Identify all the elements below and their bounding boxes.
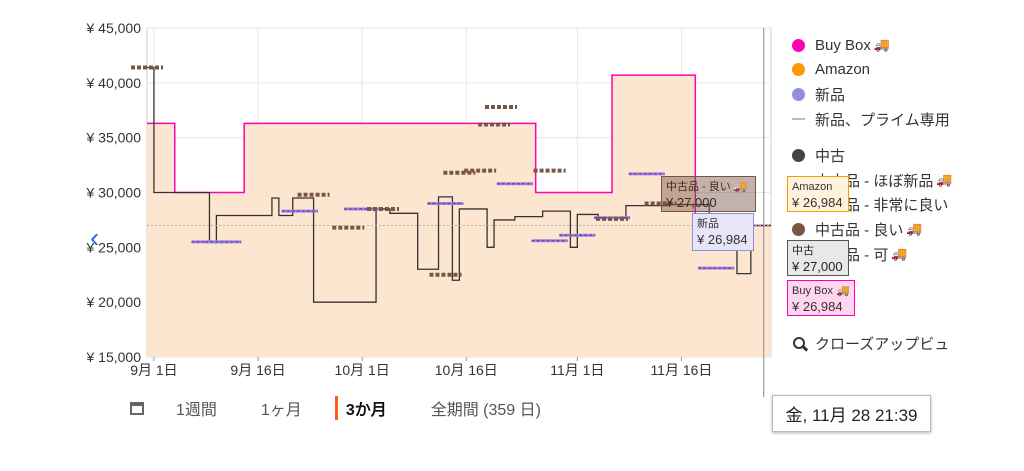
- cursor-date-text: 金, 11月 28 21:39: [785, 406, 918, 425]
- legend-label: 新品、プライム専用: [815, 111, 950, 129]
- tooltip-name: 中古品 - 良い 🚚: [666, 181, 748, 193]
- search-icon: [793, 336, 807, 351]
- legend-dot-icon: [792, 222, 805, 236]
- legend-label: 中古: [815, 148, 846, 166]
- x-tick-label: 10月 1日: [335, 362, 390, 378]
- tooltip-buy-box: Buy Box 🚚 ¥ 26,984: [787, 280, 855, 316]
- tooltip-amazon: Amazon ¥ 26,984: [787, 176, 849, 212]
- chevron-left-icon[interactable]: ‹: [90, 222, 100, 253]
- y-tick-label: ¥ 20,000: [86, 294, 142, 310]
- range-all[interactable]: 全期間 (359 日): [430, 402, 541, 419]
- truck-icon: 🚚: [891, 246, 908, 262]
- legend-label: 新品: [815, 86, 846, 104]
- tooltip-value: ¥ 27,000: [792, 259, 843, 274]
- tooltip-name: 新品: [697, 218, 719, 230]
- range-1-week[interactable]: 1週間: [176, 402, 217, 419]
- legend-dot-icon: [792, 149, 805, 163]
- tooltip-name: Buy Box 🚚: [792, 285, 850, 297]
- y-tick-label: ¥ 30,000: [86, 185, 142, 201]
- y-tick-label: ¥ 25,000: [86, 239, 142, 255]
- closeup-view-button[interactable]: クローズアップビュ: [793, 333, 949, 354]
- y-tick-label: ¥ 35,000: [86, 130, 142, 146]
- legend-label: Buy Box: [815, 36, 871, 54]
- x-tick-label: 11月 16日: [650, 362, 712, 378]
- tooltip-value: ¥ 27,000: [666, 195, 717, 210]
- legend-dot-icon: [792, 38, 805, 52]
- tooltip-value: ¥ 26,984: [792, 195, 843, 210]
- legend-item-used[interactable]: 中古: [792, 143, 1024, 168]
- closeup-label: クローズアップビュ: [815, 336, 950, 353]
- legend-line-icon: [792, 118, 805, 121]
- y-tick-label: ¥ 15,000: [86, 349, 142, 365]
- tooltip-used-good: 中古品 - 良い 🚚 ¥ 27,000: [661, 176, 756, 212]
- tooltip-name: 中古: [792, 245, 814, 257]
- truck-icon: 🚚: [906, 221, 923, 237]
- x-tick-label: 9月 1日: [130, 362, 177, 378]
- cursor-date-label: 金, 11月 28 21:39: [772, 395, 931, 432]
- calendar-icon: [130, 401, 144, 415]
- x-tick-label: 9月 16日: [230, 362, 285, 378]
- tooltip-value: ¥ 26,984: [792, 299, 843, 314]
- truck-icon: 🚚: [936, 172, 953, 188]
- legend-item-used-good[interactable]: 中古品 - 良い 🚚: [792, 217, 1024, 242]
- range-3-months[interactable]: 3か月: [334, 396, 387, 420]
- x-tick-label: 10月 16日: [435, 362, 498, 378]
- tooltip-used: 中古 ¥ 27,000: [787, 240, 849, 276]
- x-tick-label: 11月 1日: [550, 362, 604, 378]
- legend-item-new-prime[interactable]: 新品、プライム専用: [792, 107, 1024, 132]
- legend-item-buy-box[interactable]: Buy Box 🚚: [792, 33, 1024, 58]
- legend-label: 中古品 - 良い: [815, 221, 904, 239]
- y-tick-label: ¥ 45,000: [86, 20, 142, 36]
- legend-label: Amazon: [815, 61, 871, 79]
- range-selector: 1週間 1ヶ月 3か月 全期間 (359 日): [130, 396, 585, 420]
- tooltip-name: Amazon: [792, 181, 833, 193]
- range-1-month[interactable]: 1ヶ月: [260, 402, 302, 419]
- legend-dot-icon: [792, 87, 805, 101]
- y-tick-label: ¥ 40,000: [86, 75, 142, 91]
- legend-item-new[interactable]: 新品: [792, 82, 1024, 107]
- used-line: [147, 66, 771, 303]
- legend-dot-icon: [792, 63, 805, 77]
- legend-item-amazon[interactable]: Amazon: [792, 58, 1024, 83]
- truck-icon: 🚚: [873, 37, 891, 53]
- buy-box-line: [147, 74, 771, 227]
- tooltip-value: ¥ 26,984: [697, 232, 748, 247]
- tooltip-new: 新品 ¥ 26,984: [692, 213, 754, 251]
